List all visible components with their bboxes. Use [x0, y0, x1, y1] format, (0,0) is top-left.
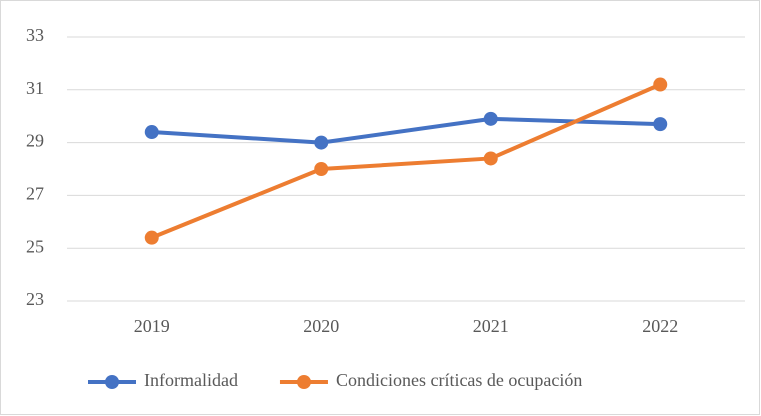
x-tick-label: 2020: [303, 316, 339, 336]
y-tick-label: 33: [26, 25, 44, 45]
y-tick-label: 29: [26, 131, 44, 151]
legend-marker: [105, 375, 119, 389]
x-tick-label: 2019: [134, 316, 170, 336]
x-tick-label: 2021: [473, 316, 509, 336]
data-point: [483, 111, 498, 126]
data-point: [144, 125, 159, 140]
y-tick-label: 23: [26, 289, 44, 309]
data-point: [483, 151, 498, 166]
data-point: [144, 230, 159, 245]
legend-label: Condiciones críticas de ocupación: [336, 370, 582, 390]
legend-label: Informalidad: [144, 370, 238, 390]
y-tick-label: 27: [26, 184, 44, 204]
x-tick-label: 2022: [642, 316, 678, 336]
series-line: [150, 82, 662, 240]
y-tick-label: 31: [26, 78, 44, 98]
legend-marker: [296, 375, 311, 389]
data-point: [653, 117, 668, 132]
y-tick-label: 25: [26, 236, 44, 256]
data-point: [314, 135, 329, 150]
data-point: [653, 77, 668, 92]
data-point: [314, 162, 329, 176]
